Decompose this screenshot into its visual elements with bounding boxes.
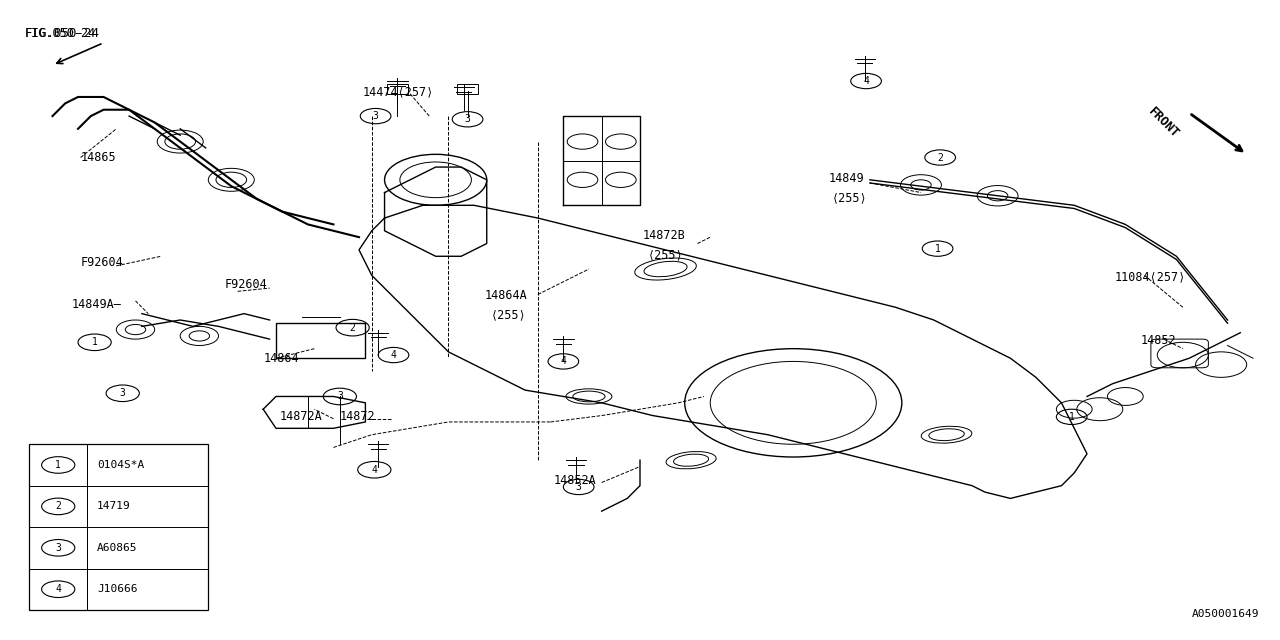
Text: 4: 4 <box>863 76 869 86</box>
Text: 14719: 14719 <box>97 501 131 511</box>
Text: J10666: J10666 <box>97 584 138 594</box>
Text: 14849A—: 14849A— <box>72 298 122 310</box>
Text: 11084⟨257⟩: 11084⟨257⟩ <box>1115 270 1187 283</box>
Text: ⟨255⟩: ⟨255⟩ <box>490 308 526 321</box>
Text: ⟨255⟩: ⟨255⟩ <box>832 191 868 204</box>
Text: F92604: F92604 <box>81 256 123 269</box>
Text: 3: 3 <box>55 543 61 553</box>
Text: A60865: A60865 <box>97 543 138 553</box>
Text: 4: 4 <box>561 356 566 367</box>
Text: A050001649: A050001649 <box>1192 609 1260 620</box>
Text: 4: 4 <box>390 350 397 360</box>
Text: 14872B: 14872B <box>643 229 685 243</box>
Text: FIG.050-24: FIG.050-24 <box>24 27 100 40</box>
Text: 1: 1 <box>934 244 941 253</box>
Text: 14474⟨257⟩: 14474⟨257⟩ <box>362 85 434 99</box>
Text: 14865: 14865 <box>81 151 116 164</box>
Text: 4: 4 <box>371 465 378 475</box>
Text: 14872: 14872 <box>340 410 375 423</box>
Text: 3: 3 <box>337 392 343 401</box>
Text: 14872A: 14872A <box>280 410 323 423</box>
Text: 3: 3 <box>465 115 471 124</box>
Text: 14852A: 14852A <box>553 474 596 487</box>
Text: 14852: 14852 <box>1140 334 1176 347</box>
Text: FRONT: FRONT <box>1146 104 1181 140</box>
Text: 1: 1 <box>92 337 97 348</box>
Text: FIG.050-24: FIG.050-24 <box>24 27 96 40</box>
Text: 1: 1 <box>55 460 61 470</box>
Text: F92604: F92604 <box>225 278 268 291</box>
Text: 3: 3 <box>372 111 379 121</box>
Text: 14849: 14849 <box>829 172 865 185</box>
Text: 2: 2 <box>349 323 356 333</box>
Text: 3: 3 <box>120 388 125 398</box>
Text: 1: 1 <box>1069 412 1075 422</box>
Text: ⟨255⟩: ⟨255⟩ <box>648 248 684 262</box>
Text: 14864: 14864 <box>264 352 298 365</box>
Text: 0104S*A: 0104S*A <box>97 460 145 470</box>
Text: 14864A: 14864A <box>484 289 527 302</box>
Text: 2: 2 <box>937 152 943 163</box>
Text: 3: 3 <box>576 482 581 492</box>
Text: 2: 2 <box>55 501 61 511</box>
Text: 4: 4 <box>55 584 61 594</box>
